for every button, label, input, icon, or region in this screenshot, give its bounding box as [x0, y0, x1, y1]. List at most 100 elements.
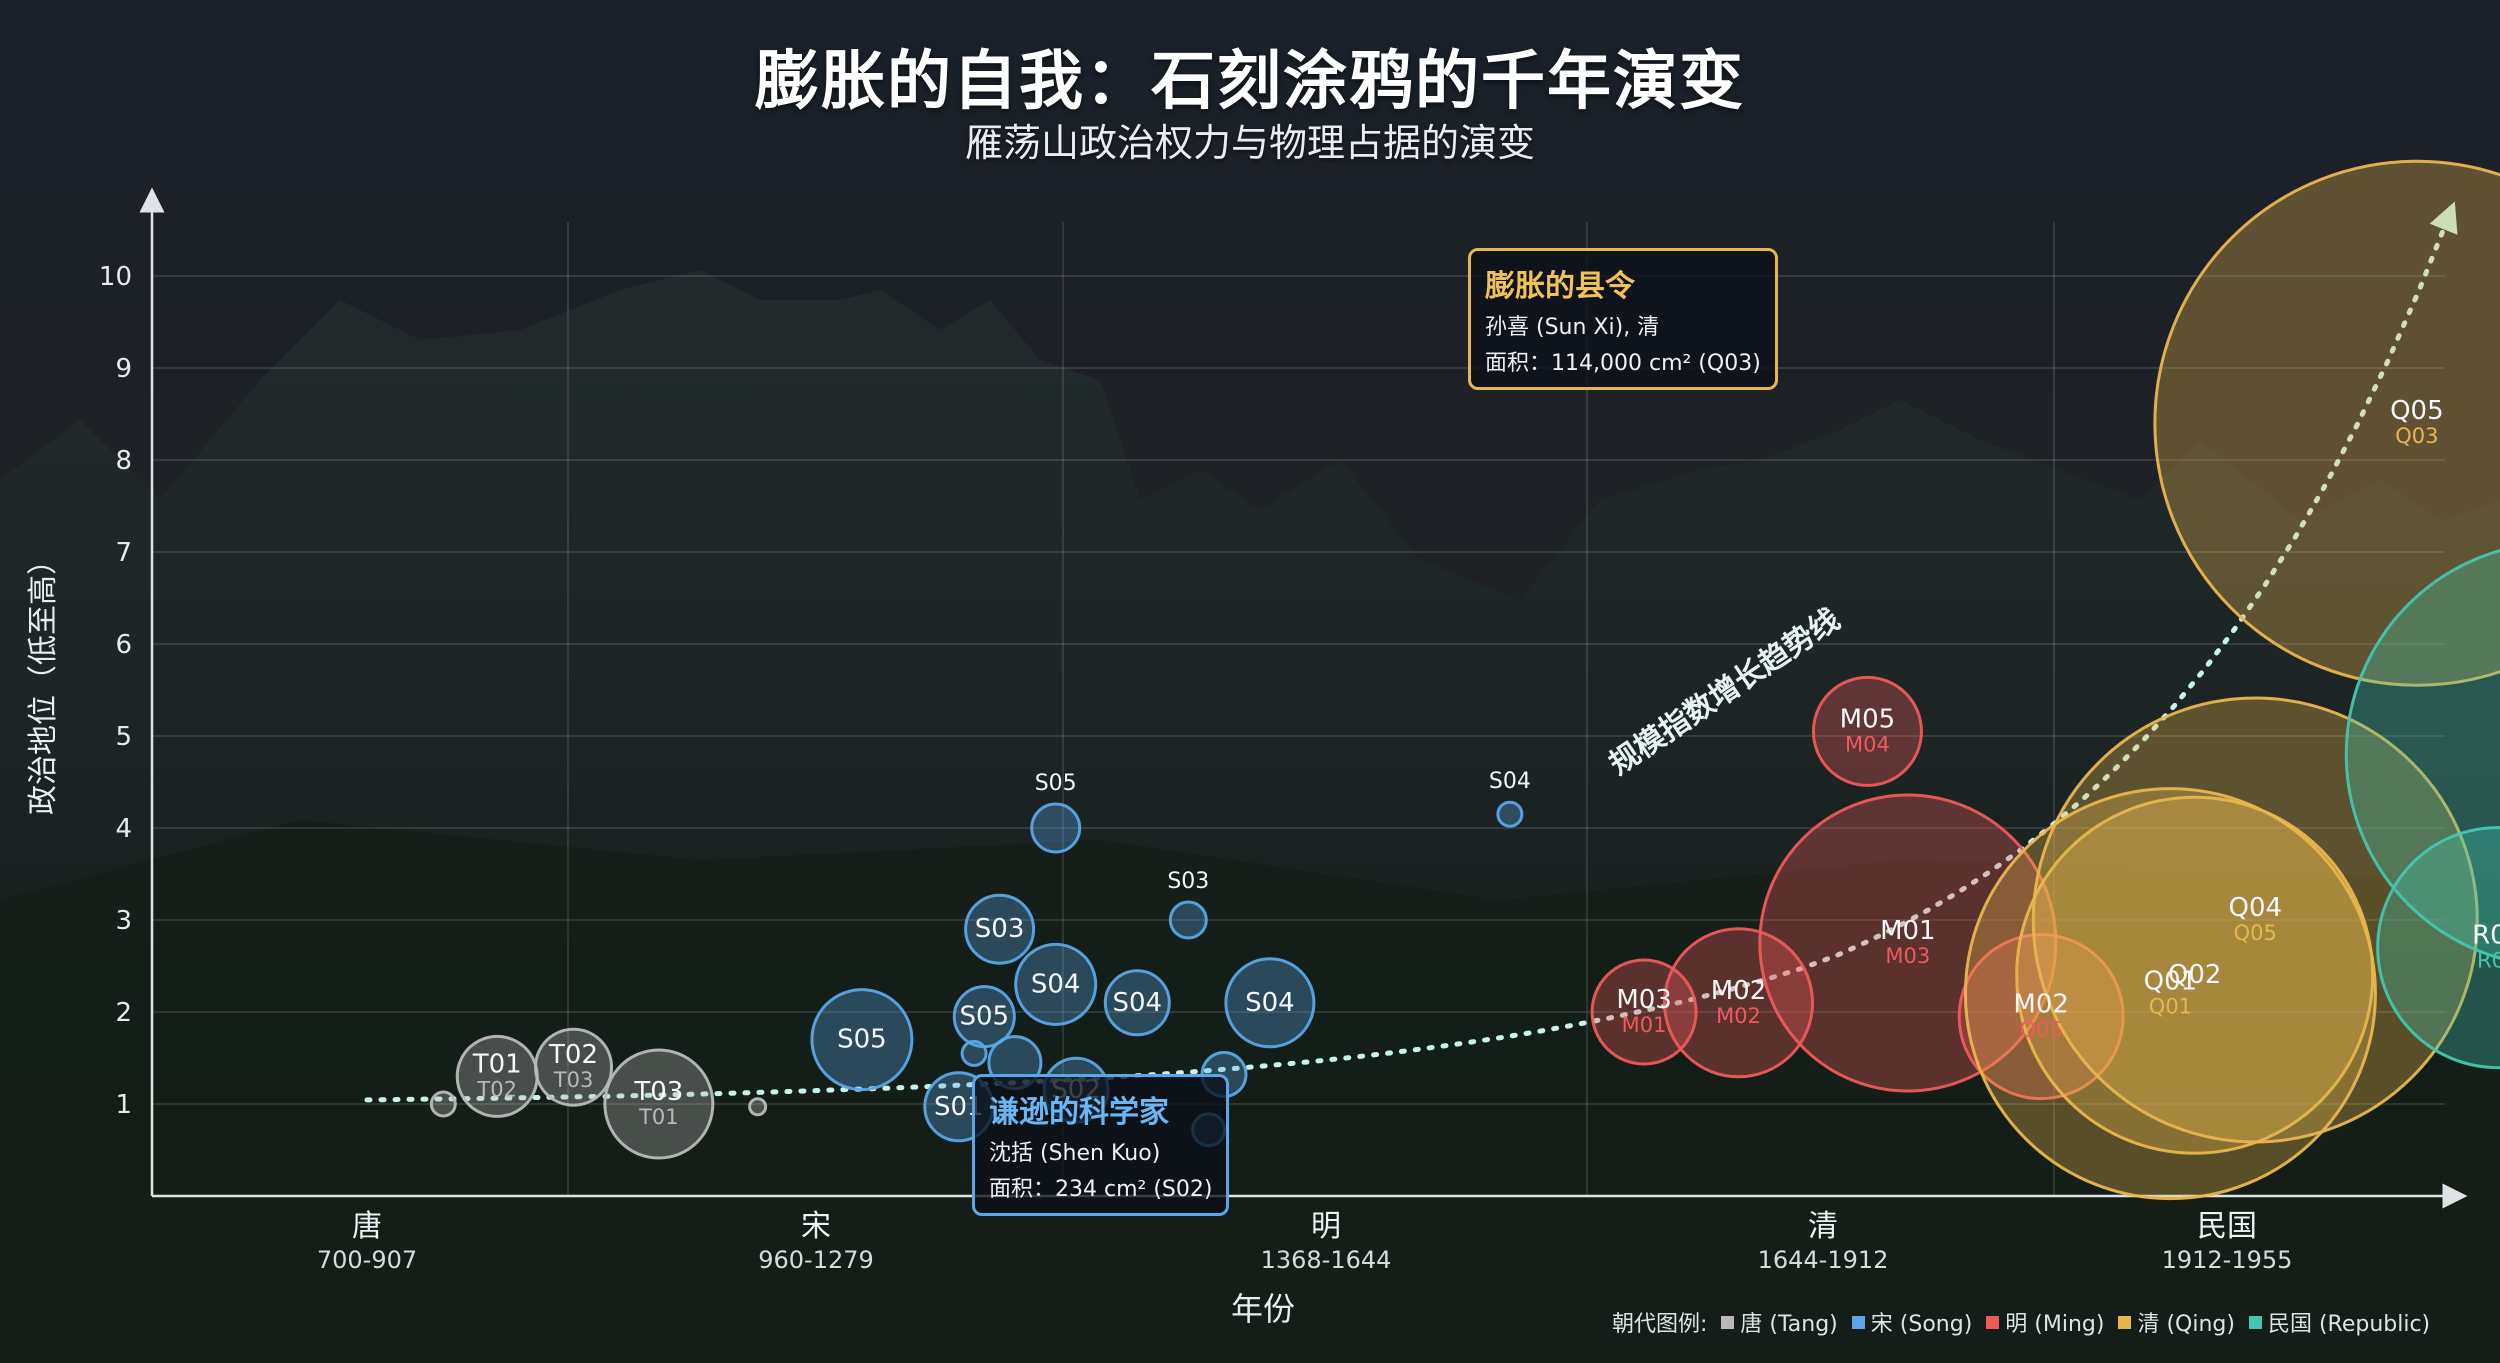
bubble-point [2344, 549, 2500, 960]
bubble-label: S03 [1167, 869, 1209, 894]
y-tick-label: 9 [115, 354, 132, 384]
bubble-label: Q02 [2168, 960, 2222, 990]
legend-item-qing: 清 (Qing) [2118, 1306, 2235, 1338]
legend-label-ming: 明 (Ming) [2005, 1312, 2105, 1337]
x-axis-label: 年份 [1230, 1290, 1295, 1328]
bubble-label: Q04 [2228, 893, 2282, 923]
bubble-label: Q01 [2144, 967, 2198, 997]
annotation-song: 谦逊的科学家 沈括 (Shen Kuo) 面积：234 cm² (S02) [972, 1074, 1230, 1216]
x-tick-range: 1912-1955 [2162, 1246, 2293, 1274]
annotation-qing-title: 膨胀的县令 [1485, 269, 1635, 304]
x-tick-label: 唐 [352, 1209, 382, 1244]
bubble-labels: T01T02T02T03T03T01S05S01S05S03S04S02S05S… [472, 396, 2500, 1129]
y-tick-label: 10 [99, 262, 132, 292]
bubble-sublabel: M04 [1845, 732, 1890, 756]
legend-label-song: 宋 (Song) [1870, 1312, 1973, 1337]
trend-line-label: 规模指数增长趋势线 [1603, 602, 1846, 782]
bubble-label: T02 [548, 1040, 598, 1070]
bubble-label: M05 [1840, 704, 1896, 734]
bubble-sublabel: Q03 [2395, 424, 2438, 448]
bubble-point [1224, 957, 1316, 1049]
x-tick-range: 700-907 [317, 1246, 417, 1274]
bubble-point [603, 1048, 715, 1160]
chart-subtitle: 雁荡山政治权力与物理占据的演变 [964, 121, 1535, 165]
bubble-label: M02 [2013, 990, 2069, 1020]
y-axis-label-text: 政治地位（低至高） [26, 545, 61, 815]
bubble-point [1030, 802, 1082, 854]
annotation-qing: 膨胀的县令 孙喜 (Sun Xi), 清 面积：114,000 cm² (Q03… [1468, 248, 1778, 390]
bubble-label: S04 [1113, 988, 1163, 1018]
bubble-sublabel: M02 [1716, 1004, 1761, 1028]
y-tick-label: 5 [115, 722, 132, 752]
legend: 朝代图例: 唐 (Tang) 宋 (Song) 明 (Ming) 清 (Qing… [1612, 1306, 2430, 1338]
axes: 12345678910唐700-907宋960-1279明1368-1644清1… [99, 187, 2468, 1274]
legend-swatch-song [1851, 1315, 1865, 1329]
x-tick-label: 明 [1311, 1209, 1341, 1244]
x-tick-range: 1368-1644 [1261, 1246, 1392, 1274]
bubble-sublabel: Q05 [2234, 921, 2277, 945]
y-tick-label: 2 [115, 998, 132, 1028]
bubble-label: Q05 [2390, 396, 2444, 426]
bubble-point [1590, 958, 1698, 1066]
x-tick-label: 民国 [2197, 1209, 2257, 1244]
bubble-label: S05 [837, 1025, 887, 1055]
y-tick-label: 6 [115, 630, 132, 660]
bubble-point [2031, 696, 2479, 1144]
x-tick-range: 960-1279 [758, 1246, 874, 1274]
annotation-song-title: 谦逊的科学家 [989, 1095, 1169, 1130]
annotation-qing-line1: 孙喜 (Sun Xi), 清 [1485, 315, 1660, 340]
bubble-label: R03 [2472, 921, 2500, 951]
legend-label-tang: 唐 (Tang) [1740, 1312, 1838, 1337]
annotation-song-line1: 沈括 (Shen Kuo) [989, 1141, 1161, 1166]
bubble-point [1758, 793, 2058, 1093]
bubble-point [1496, 800, 1524, 828]
legend-swatch-republic [2248, 1315, 2262, 1329]
bubble-sublabel: T03 [553, 1068, 594, 1092]
bubble-label: T01 [472, 1049, 522, 1079]
x-tick-range: 1644-1912 [1758, 1246, 1889, 1274]
bubble-label: S04 [1245, 988, 1295, 1018]
bubble-label: M03 [1616, 985, 1672, 1015]
bubble-sublabel: T02 [476, 1077, 517, 1101]
y-tick-label: 1 [115, 1090, 132, 1120]
bubble-sublabel: Q01 [2149, 995, 2192, 1019]
bubble-point [964, 893, 1036, 965]
bubble-point [429, 1090, 457, 1118]
bubble-point [534, 1027, 614, 1107]
bubble-label: M01 [1880, 916, 1936, 946]
legend-item-song: 宋 (Song) [1851, 1306, 1973, 1338]
legend-item-republic: 民国 (Republic) [2248, 1306, 2430, 1338]
bubble-point [1663, 927, 1815, 1079]
chart-title: 膨胀的自我：石刻涂鸦的千年演变 [755, 45, 1745, 119]
legend-item-ming: 明 (Ming) [1986, 1306, 2104, 1338]
annotation-qing-line2: 面积：114,000 cm² (Q03) [1485, 351, 1761, 376]
bubble-point [1168, 900, 1208, 940]
bubble-sublabel: Q05 [2020, 1018, 2063, 1042]
trend-line-path [364, 201, 2458, 1103]
legend-swatch-ming [1986, 1315, 2000, 1329]
y-tick-label: 3 [115, 906, 132, 936]
bubble-point [1811, 675, 1923, 787]
y-tick-label: 7 [115, 538, 132, 568]
bubble-label: S04 [1489, 769, 1531, 794]
y-tick-label: 4 [115, 814, 132, 844]
bubble-point [952, 985, 1016, 1049]
bubble-point [1103, 969, 1171, 1037]
bubble-sublabel: T01 [638, 1105, 679, 1129]
legend-label-qing: 清 (Qing) [2137, 1312, 2235, 1337]
bubble-label: T03 [633, 1077, 683, 1107]
legend-item-tang: 唐 (Tang) [1721, 1306, 1838, 1338]
bubble-sublabel: R02 [2477, 949, 2500, 973]
bubble-series [429, 159, 2500, 1201]
y-tick-label: 8 [115, 446, 132, 476]
bubble-point [2376, 826, 2500, 1070]
bubble-label: S05 [960, 1002, 1010, 1032]
bubble-sublabel: M01 [1622, 1013, 1667, 1037]
bubble-label: S03 [975, 914, 1025, 944]
bubble-label: M02 [1711, 976, 1767, 1006]
bubble-point [1014, 942, 1098, 1026]
bubble-sublabel: M03 [1885, 944, 1930, 968]
bubble-point [2153, 159, 2500, 687]
bubble-point [2015, 795, 2375, 1155]
